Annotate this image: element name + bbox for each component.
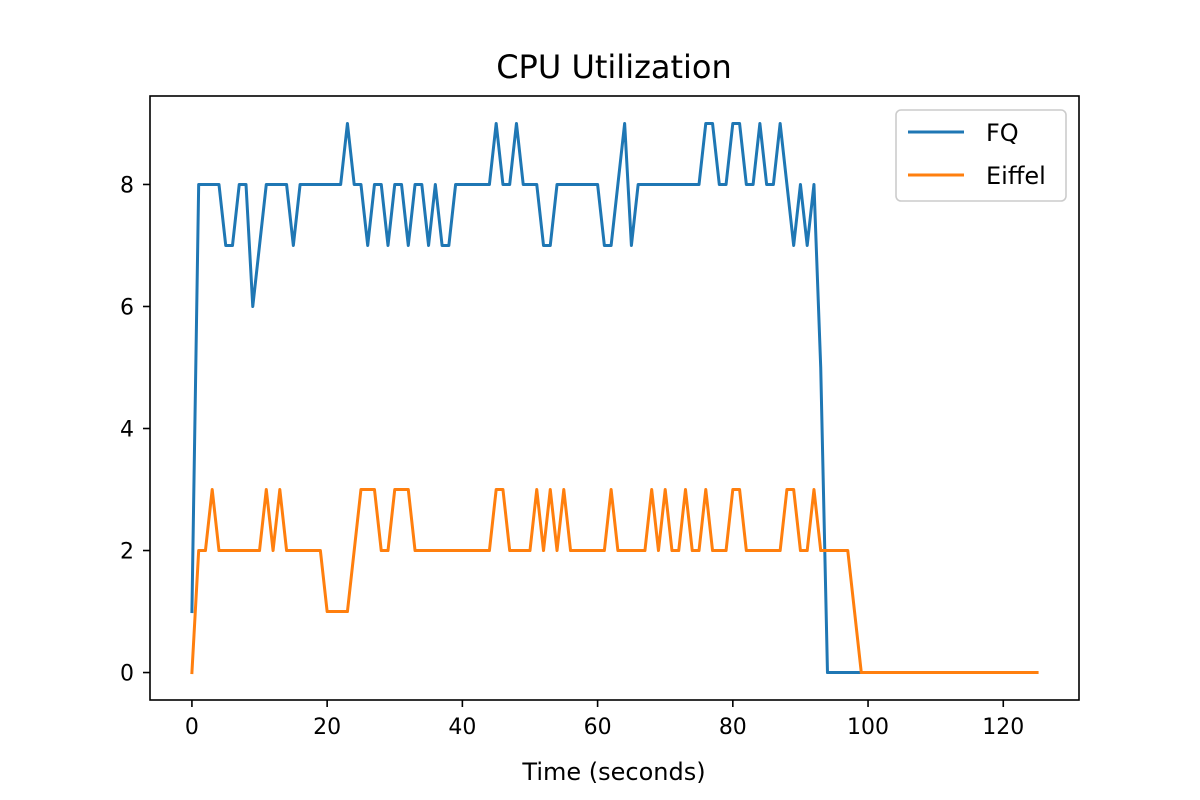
legend-label-1: Eiffel (986, 162, 1046, 190)
y-tick-label: 6 (120, 295, 134, 320)
y-tick-label: 0 (120, 662, 134, 687)
x-tick-label: 20 (313, 715, 341, 740)
x-tick-label: 0 (185, 715, 199, 740)
x-tick-label: 120 (982, 715, 1024, 740)
plot-frame (149, 95, 1080, 701)
plot-area (190, 121, 1039, 675)
y-tick-label: 4 (120, 418, 134, 443)
y-axis: 0 2 4 6 8 (120, 173, 150, 687)
series-line-0 (190, 121, 1026, 675)
x-tick-label: 100 (847, 715, 889, 740)
chart-title: CPU Utilization (496, 48, 732, 86)
x-tick-label: 80 (719, 715, 747, 740)
series-line-1 (190, 488, 1039, 675)
y-tick-label: 8 (120, 173, 134, 198)
x-tick-label: 40 (448, 715, 476, 740)
legend-label-0: FQ (986, 119, 1019, 147)
x-axis: 0 20 40 60 80 100 120 (185, 700, 1024, 740)
x-tick-label: 60 (584, 715, 612, 740)
legend: FQ Eiffel (895, 109, 1067, 202)
y-tick-label: 2 (120, 540, 134, 565)
x-axis-label: Time (seconds) (521, 758, 705, 786)
